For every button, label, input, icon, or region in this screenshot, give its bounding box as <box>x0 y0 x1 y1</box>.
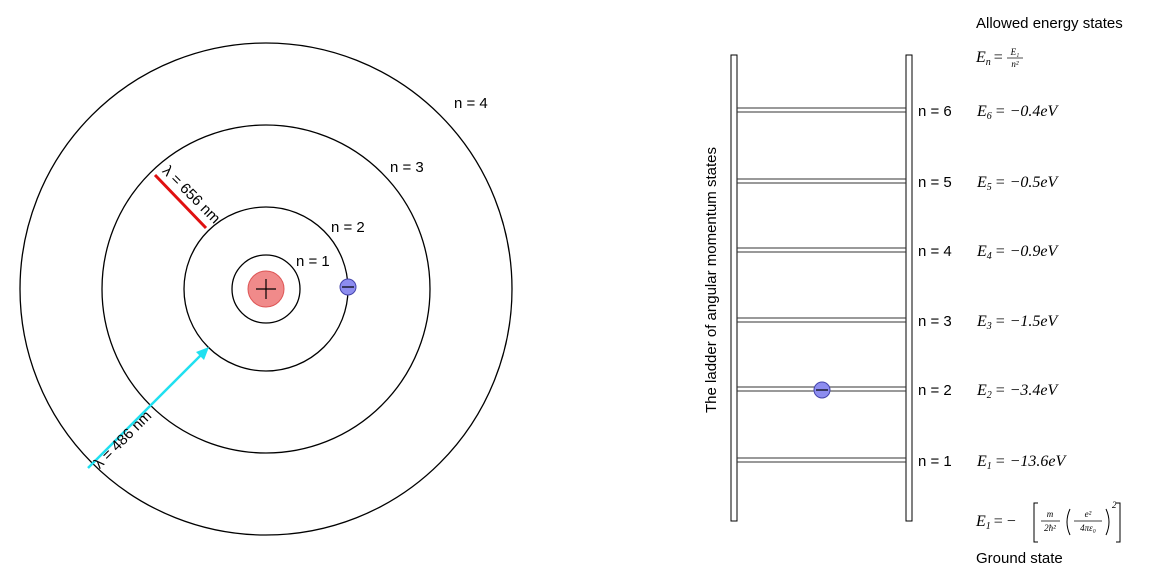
denominator: 4πε₀ <box>1080 523 1096 533</box>
general-formula: En = <box>975 49 1003 68</box>
symbol: E <box>976 453 987 470</box>
energy-value: E2 = −3.4eV <box>976 382 1059 401</box>
symbol: E <box>975 49 986 66</box>
value: = −0.4eV <box>995 103 1060 120</box>
ladder-title: The ladder of angular momentum states <box>703 147 720 413</box>
numerator: e² <box>1085 509 1092 519</box>
transition-label: λ = 656 nm <box>159 162 224 227</box>
orbit <box>19 42 513 536</box>
symbol: E <box>976 243 987 260</box>
symbol: E <box>976 174 987 191</box>
subscript: n <box>986 57 991 68</box>
ladder-rail <box>905 54 913 522</box>
subscript: 6 <box>987 111 992 122</box>
energy-value: E4 = −0.9eV <box>976 243 1059 262</box>
level-label: n = 3 <box>918 313 952 330</box>
symbol: E <box>976 382 987 399</box>
subscript: 1 <box>987 461 992 472</box>
equals: = − <box>994 513 1016 530</box>
parentheses <box>1066 508 1110 536</box>
orbit <box>101 124 431 454</box>
orbit <box>231 254 301 324</box>
transition-label: λ = 486 nm <box>90 407 155 472</box>
orbit-label: n = 3 <box>390 159 424 176</box>
equals: = <box>994 49 1003 66</box>
brackets <box>1033 502 1121 543</box>
numerator: E₁ <box>1010 47 1020 57</box>
subscript: 1 <box>986 521 991 532</box>
level-label: n = 6 <box>918 103 952 120</box>
level-label: n = 1 <box>918 453 952 470</box>
subscript: 2 <box>987 390 992 401</box>
denominator: n² <box>1011 59 1019 69</box>
level-label: n = 4 <box>918 243 952 260</box>
transition-656 <box>153 173 208 230</box>
value: = −0.5eV <box>995 174 1060 191</box>
value: = −3.4eV <box>995 382 1060 399</box>
value: = −13.6eV <box>995 453 1068 470</box>
level-label: n = 2 <box>918 382 952 399</box>
energy-value: E3 = −1.5eV <box>976 313 1059 332</box>
level-label: n = 5 <box>918 174 952 191</box>
symbol: E <box>976 313 987 330</box>
denominator: 2ħ² <box>1044 523 1056 533</box>
subscript: 5 <box>987 182 992 193</box>
transition-486 <box>87 351 205 469</box>
panel-title: Allowed energy states <box>976 15 1123 32</box>
ladder-rail <box>730 54 738 522</box>
ground-formula: E1 = − <box>975 513 1016 532</box>
energy-value: E1 = −13.6eV <box>976 453 1067 472</box>
symbol: E <box>976 103 987 120</box>
subscript: 4 <box>987 251 992 262</box>
orbit-label: n = 4 <box>454 95 488 112</box>
orbits <box>19 42 513 536</box>
energy-value: E6 = −0.4eV <box>976 103 1059 122</box>
energy-value: E5 = −0.5eV <box>976 174 1059 193</box>
orbit-label: n = 2 <box>331 219 365 236</box>
value: = −1.5eV <box>995 313 1060 330</box>
arrow-head <box>196 347 209 360</box>
symbol: E <box>975 513 986 530</box>
plus-sign <box>256 279 276 299</box>
ground-label: Ground state <box>976 550 1063 567</box>
orbit-label: n = 1 <box>296 253 330 270</box>
value: = −0.9eV <box>995 243 1060 260</box>
exponent: 2 <box>1112 500 1117 510</box>
numerator: m <box>1047 509 1054 519</box>
subscript: 3 <box>986 321 992 332</box>
